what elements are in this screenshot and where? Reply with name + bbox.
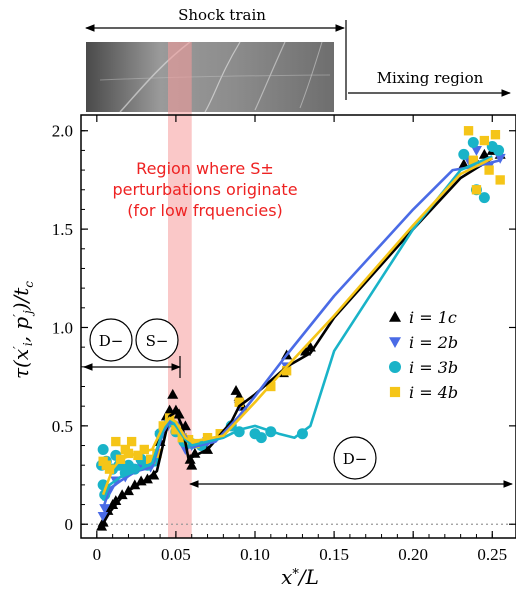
data-point — [177, 432, 187, 443]
x-tick-label: 0 — [93, 545, 102, 564]
series-1-line — [100, 157, 493, 527]
data-point — [111, 436, 121, 447]
y-tick-label: 0 — [65, 515, 74, 534]
series-4-line — [101, 157, 493, 496]
data-point — [389, 386, 401, 398]
legend-label: i = 4b — [409, 383, 458, 402]
y-tick-label: 1.0 — [52, 318, 73, 337]
data-point — [494, 153, 506, 164]
legend: i = 1c i = 2b i = 3b i = 4b — [389, 308, 458, 402]
y-tick-label: 0.5 — [52, 417, 73, 436]
legend-label: i = 3b — [409, 358, 458, 377]
data-point — [123, 448, 134, 459]
data-point — [266, 381, 276, 392]
data-point — [133, 450, 143, 461]
plot-area — [80, 114, 516, 539]
data-point — [97, 511, 109, 522]
region-text-line1: Region where S± — [136, 159, 274, 178]
region-text-line2: perturbations originate — [112, 180, 297, 199]
data-point — [389, 311, 401, 322]
data-point — [255, 432, 267, 444]
data-point — [478, 192, 490, 204]
s-minus-label: S− — [146, 332, 169, 350]
data-point — [470, 146, 482, 156]
data-point — [104, 464, 115, 474]
data-point — [468, 155, 478, 165]
d-minus-left-label: D− — [99, 332, 124, 350]
schlieren-image — [86, 41, 334, 113]
d-minus-right-label: D− — [343, 450, 368, 468]
region-annotation: Region where S± perturbations originate … — [112, 159, 297, 220]
data-point — [490, 129, 501, 140]
x-tick-label: 0.15 — [319, 545, 349, 564]
x-tick-label: 0.25 — [477, 545, 507, 564]
data-point — [171, 425, 181, 435]
data-point — [484, 165, 494, 175]
data-point — [186, 459, 198, 470]
series-3-line — [101, 155, 493, 502]
data-point — [458, 148, 470, 160]
x-tick-label: 0.10 — [240, 545, 270, 564]
data-point — [471, 185, 482, 195]
data-point — [389, 361, 401, 373]
x-tick-label: 0.05 — [161, 545, 191, 564]
data-point — [97, 443, 109, 455]
data-point — [139, 444, 149, 455]
legend-label: i = 1c — [409, 308, 457, 327]
d-minus-right-annotation: D− — [333, 436, 377, 480]
d-minus-left-annotation: D− — [89, 318, 133, 362]
data-point — [478, 148, 490, 159]
legend-label: i = 2b — [409, 333, 458, 352]
data-point — [129, 479, 141, 490]
x-tick-label: 0.20 — [398, 545, 428, 564]
data-point — [389, 337, 401, 348]
axis-ticks: 0 0.05 0.10 0.15 0.20 0.25 0 0.5 1.0 1.5 2.0 — [52, 115, 516, 564]
y-axis-title: τ(x′i, p′j)/tc — [9, 281, 36, 379]
data-point — [495, 175, 505, 185]
data-point — [281, 366, 292, 376]
y-tick-label: 2.0 — [52, 122, 73, 141]
data-point — [463, 126, 474, 136]
data-point — [467, 137, 479, 149]
shock-train-annotation: Shock train — [85, 6, 347, 100]
mixing-region-label: Mixing region — [377, 69, 484, 87]
data-point — [126, 436, 137, 447]
region-text-line3: (for low frquencies) — [127, 201, 283, 220]
x-axis-title: x*/L — [281, 565, 319, 589]
data-layer — [96, 126, 506, 531]
data-point — [493, 144, 505, 156]
data-point — [479, 135, 490, 146]
y-tick-label: 1.5 — [52, 220, 73, 239]
data-point — [116, 489, 128, 500]
s-minus-annotation: S− — [135, 318, 179, 362]
data-point — [234, 397, 244, 407]
data-point — [167, 388, 179, 399]
shock-train-label: Shock train — [178, 6, 266, 24]
data-point — [99, 504, 111, 514]
data-point — [145, 454, 156, 464]
mixing-region-annotation: Mixing region — [348, 69, 511, 97]
